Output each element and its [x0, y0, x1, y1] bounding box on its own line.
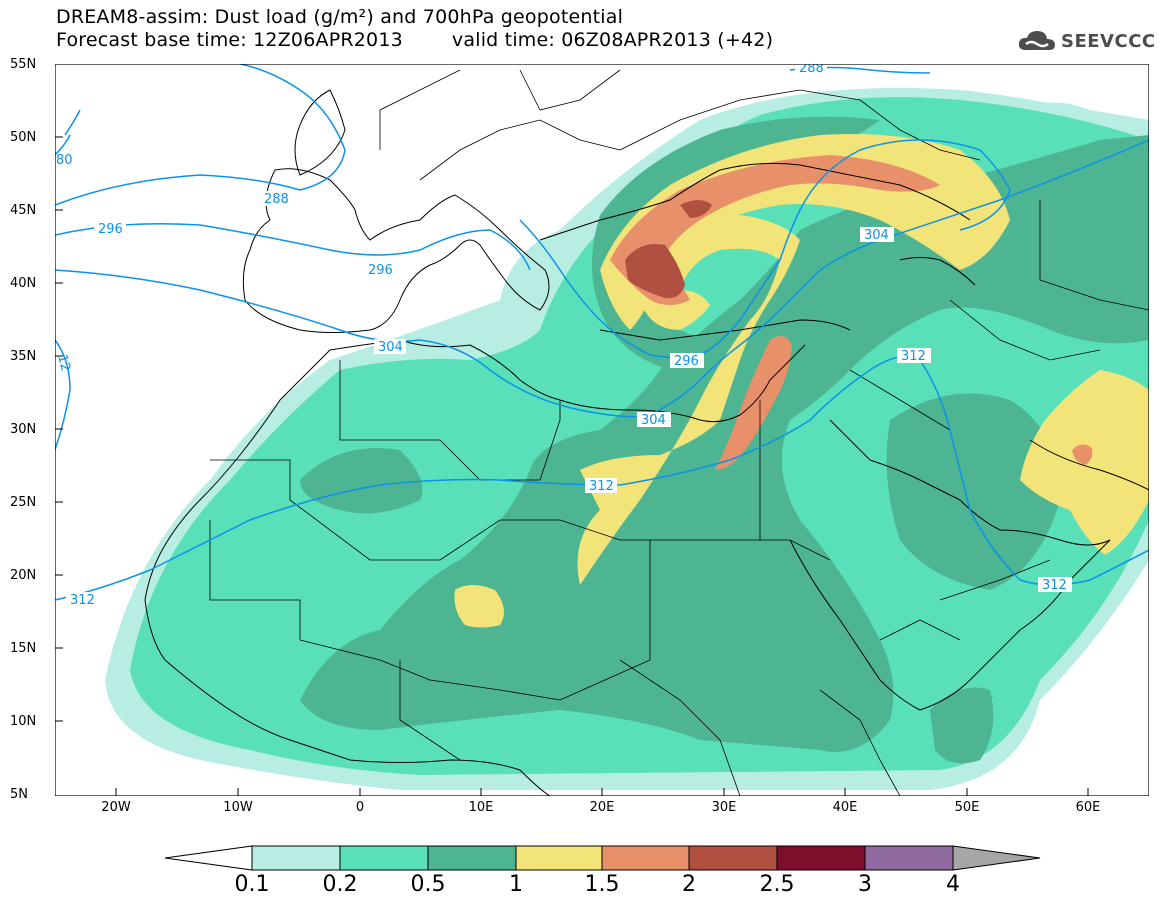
colorbar-label: 0.2: [322, 872, 358, 897]
lat-label: 25N: [10, 495, 37, 510]
contour-label: 304: [864, 228, 889, 243]
lat-label: 20N: [10, 568, 37, 583]
colorbar-box: [427, 845, 517, 871]
lat-label: 5N: [10, 787, 28, 802]
lat-label: 45N: [10, 203, 37, 218]
logo-text: SEEVCCC: [1061, 30, 1156, 52]
colorbar-label: 0.1: [234, 872, 270, 897]
colorbar-box: [251, 845, 341, 871]
colorbar-box: [688, 845, 778, 871]
contour-label: 304: [641, 413, 666, 428]
contour-labels: 288 288 296 296 296 304 304 304 312 312 …: [55, 64, 1072, 608]
colorbar-under-arrow: [164, 845, 253, 871]
lon-label: 50E: [954, 800, 980, 815]
colorbar-label: 3: [858, 872, 872, 897]
lat-label: 10N: [10, 714, 37, 729]
colorbar-box: [864, 845, 954, 871]
axis-ticks: [55, 136, 1089, 796]
seevccc-logo: SEEVCCC: [1017, 28, 1156, 54]
contour-label: 80: [56, 153, 73, 168]
map-title: DREAM8-assim: Dust load (g/m²) and 700hP…: [56, 6, 624, 28]
contour-label: 296: [368, 263, 393, 278]
lat-label: 15N: [10, 641, 37, 656]
lon-label: 10E: [468, 800, 494, 815]
colorbar: [164, 845, 1041, 871]
contour-label: 312: [70, 593, 95, 608]
dust-band-0.5: [300, 116, 1149, 764]
lon-label: 20W: [101, 800, 131, 815]
contour-label: 296: [674, 354, 699, 369]
country-borders: [209, 69, 1149, 796]
lon-label: 20E: [589, 800, 615, 815]
valid-time: valid time: 06Z08APR2013 (+42): [451, 29, 774, 51]
colorbar-over-arrow: [952, 845, 1041, 871]
contour-label: 288: [264, 192, 289, 207]
lat-label: 50N: [10, 130, 37, 145]
colorbar-box: [776, 845, 866, 871]
cloud-icon: [1018, 31, 1055, 50]
colorbar-label: 2: [682, 872, 696, 897]
colorbar-label: 2.5: [759, 872, 795, 897]
colorbar-label: 1: [509, 872, 523, 897]
lon-label: 10W: [223, 800, 253, 815]
colorbar-box: [601, 845, 690, 871]
dust-load-map: 288 288 296 296 296 304 304 304 312 312 …: [55, 64, 1149, 796]
colorbar-box: [339, 845, 429, 871]
colorbar-label: 4: [946, 872, 960, 897]
lon-label: 40E: [832, 800, 858, 815]
contour-label: 288: [799, 64, 824, 76]
coastlines: [144, 89, 1149, 796]
dust-band-2: [625, 200, 712, 299]
contour-label: 304: [378, 340, 403, 355]
contour-label: 312: [1042, 578, 1067, 593]
time-info: Forecast base time: 12Z06APR2013 valid ti…: [56, 30, 773, 51]
contour-label: 312: [901, 349, 926, 364]
lat-label: 30N: [10, 422, 37, 437]
lat-label: 55N: [10, 57, 37, 72]
colorbar-label: 0.5: [410, 872, 446, 897]
lon-label: 30E: [711, 800, 737, 815]
lat-label: 40N: [10, 276, 37, 291]
lat-label: 35N: [10, 349, 37, 364]
lon-label: 60E: [1075, 800, 1101, 815]
colorbar-box: [515, 845, 603, 871]
forecast-base-time: Forecast base time: 12Z06APR2013: [56, 29, 403, 51]
contour-label: 296: [98, 222, 123, 237]
contour-label: 12: [55, 353, 73, 373]
colorbar-label: 1.5: [584, 872, 620, 897]
contour-label: 312: [589, 479, 614, 494]
lon-label: 0: [355, 800, 365, 815]
